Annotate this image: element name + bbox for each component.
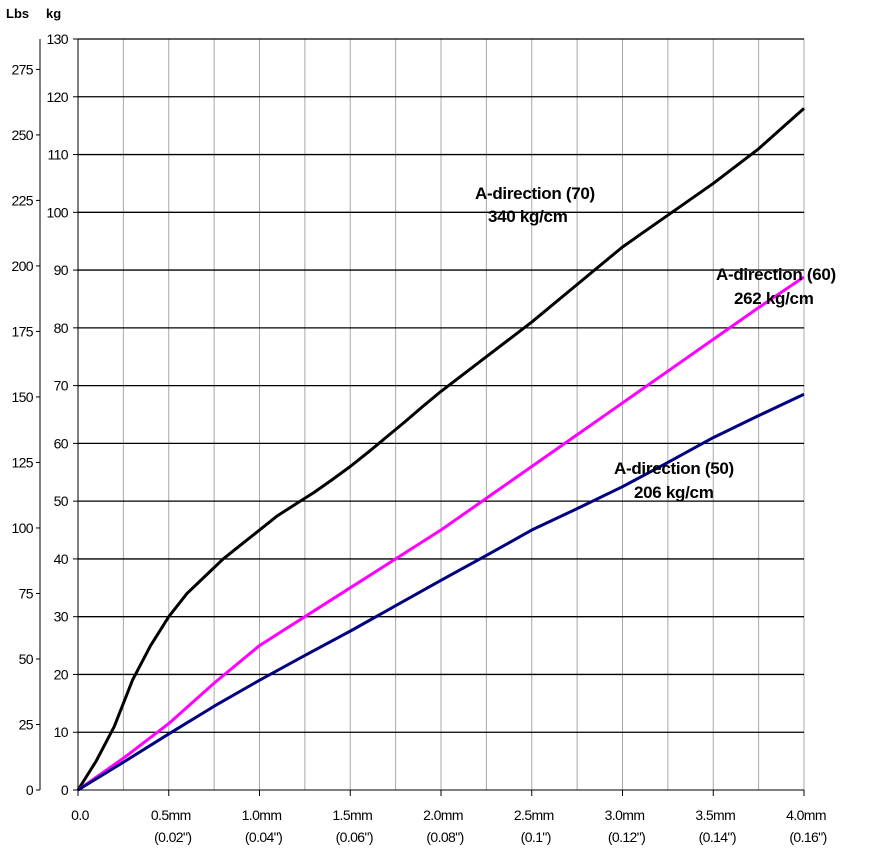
lbs-unit-label: Lbs (6, 6, 29, 21)
kg-tick-label: 0 (61, 782, 69, 798)
grid (78, 38, 805, 790)
kg-tick-label: 120 (46, 89, 68, 105)
x-tick-label: 0.5mm (151, 807, 191, 823)
lbs-tick-label: 125 (11, 454, 33, 470)
lbs-tick-label: 200 (11, 258, 33, 274)
lbs-tick-label: 225 (11, 192, 33, 208)
x-tick-sublabel: (0.04") (245, 829, 282, 845)
series-stiffness-label: 262 kg/cm (734, 289, 814, 308)
series-name-label: A-direction (70) (475, 184, 595, 203)
x-tick-sublabel: (0.12") (608, 829, 645, 845)
kg-tick-label: 130 (46, 31, 68, 47)
x-tick-label: 3.0mm (605, 807, 645, 823)
lbs-tick-label: 250 (11, 127, 33, 143)
kg-tick-label: 70 (54, 378, 69, 394)
x-tick-sublabel: (0.14") (699, 829, 736, 845)
lbs-tick-label: 25 (19, 716, 34, 732)
series-line-1 (76, 107, 805, 791)
x-tick-label: 1.5mm (332, 807, 372, 823)
axes (36, 38, 805, 796)
x-tick-label: 2.0mm (423, 807, 463, 823)
series-stiffness-label: 340 kg/cm (488, 207, 568, 226)
x-tick-label: 4.0mm (786, 807, 826, 823)
kg-tick-label: 30 (54, 609, 69, 625)
x-tick-sublabel: (0.08") (426, 829, 463, 845)
lbs-tick-label: 50 (19, 651, 34, 667)
series-lines (76, 107, 805, 792)
x-tick-label: 3.5mm (695, 807, 735, 823)
kg-tick-label: 110 (47, 147, 68, 163)
x-tick-label: 0.0 (71, 807, 89, 823)
series-line-3 (77, 392, 805, 792)
series-line-2 (77, 275, 805, 792)
kg-tick-label: 60 (54, 435, 69, 451)
kg-tick-label: 50 (54, 493, 69, 509)
x-tick-label: 1.0mm (242, 807, 282, 823)
lbs-tick-label: 100 (11, 520, 33, 536)
kg-tick-label: 90 (54, 262, 69, 278)
kg-tick-label: 20 (54, 666, 69, 682)
series-annotations: A-direction (70) 340 kg/cm A-direction (60… (475, 184, 836, 502)
tick-labels: 0 10 20 30 40 50 60 70 80 90 100 110 120 130 0 25 50 75 10… (11, 31, 827, 845)
x-tick-sublabel: (0.06") (336, 829, 373, 845)
kg-tick-label: 10 (54, 724, 69, 740)
lbs-tick-label: 75 (19, 585, 34, 601)
lbs-tick-label: 150 (11, 389, 33, 405)
kg-tick-label: 80 (54, 320, 69, 336)
x-tick-label: 2.5mm (514, 807, 554, 823)
lbs-tick-label: 0 (26, 782, 34, 798)
x-tick-sublabel: (0.02") (154, 829, 191, 845)
lbs-tick-label: 175 (11, 323, 33, 339)
series-name-label: A-direction (60) (716, 265, 836, 284)
kg-tick-label: 40 (54, 551, 69, 567)
series-stiffness-label: 206 kg/cm (634, 483, 714, 502)
kg-unit-label: kg (46, 6, 61, 21)
x-tick-sublabel: (0.1") (521, 829, 551, 845)
lbs-tick-label: 275 (11, 61, 33, 77)
series-name-label: A-direction (50) (614, 459, 734, 478)
kg-tick-label: 100 (46, 204, 68, 220)
x-tick-sublabel: (0.16") (789, 829, 826, 845)
